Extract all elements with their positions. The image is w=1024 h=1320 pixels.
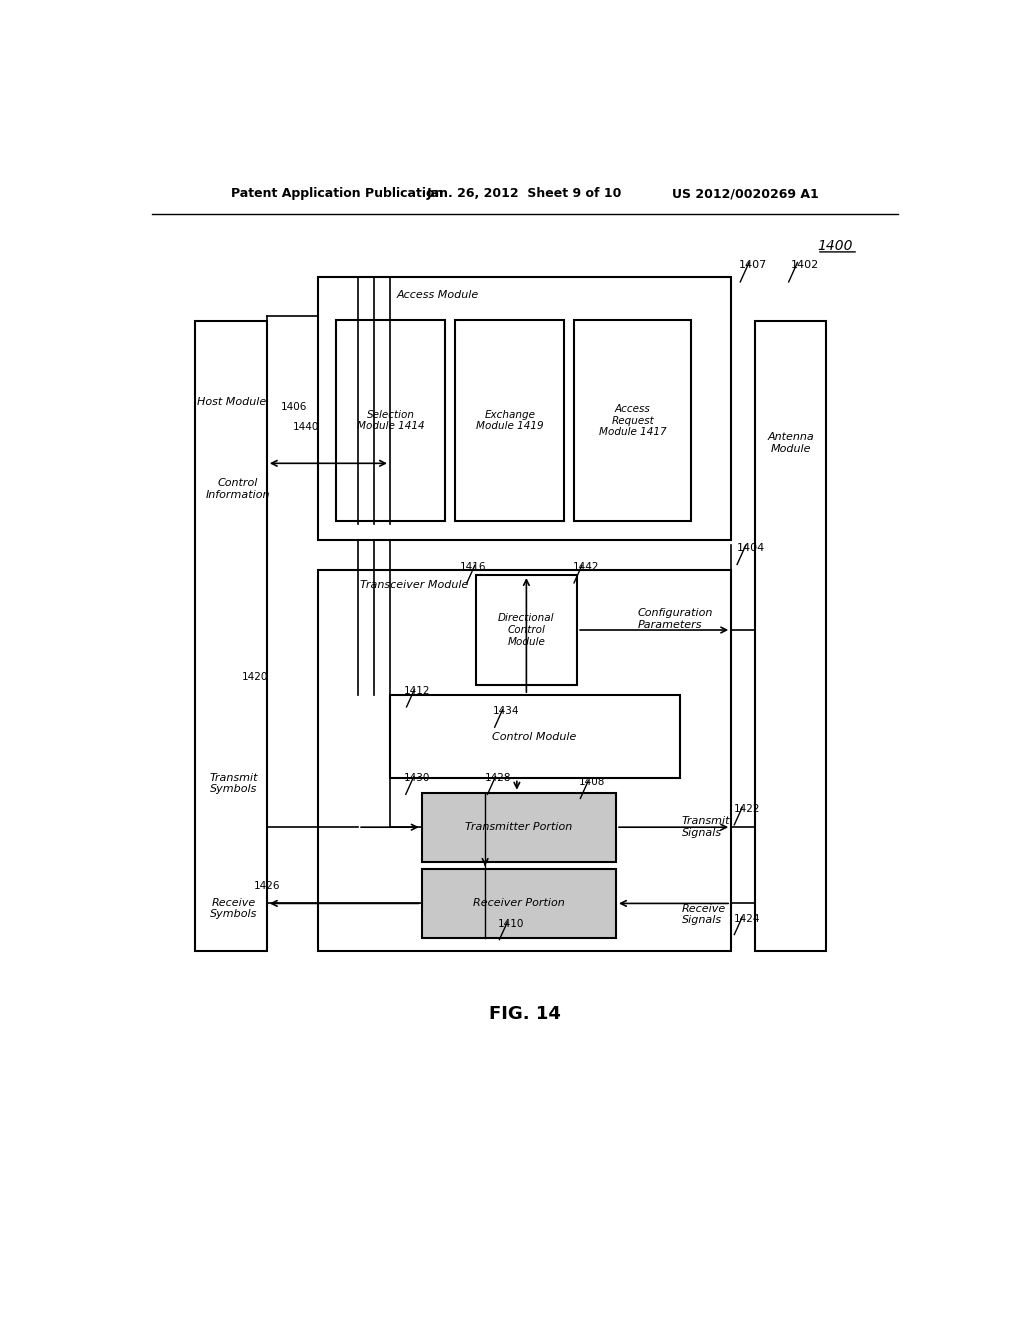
Text: 1430: 1430 — [404, 774, 430, 783]
Text: Exchange
Module 1419: Exchange Module 1419 — [476, 409, 544, 432]
Text: Jan. 26, 2012  Sheet 9 of 10: Jan. 26, 2012 Sheet 9 of 10 — [427, 187, 623, 201]
Bar — [574, 319, 691, 521]
Text: Access
Request
Module 1417: Access Request Module 1417 — [599, 404, 667, 437]
Text: 1426: 1426 — [253, 882, 280, 891]
Text: Transmit
Signals: Transmit Signals — [682, 816, 730, 838]
Text: 1410: 1410 — [498, 919, 524, 929]
Text: Transmit
Symbols: Transmit Symbols — [209, 772, 258, 795]
Text: 1424: 1424 — [733, 913, 760, 924]
Text: 1442: 1442 — [572, 562, 599, 572]
Text: 1422: 1422 — [733, 804, 760, 814]
Text: Access Module: Access Module — [396, 289, 478, 300]
Bar — [755, 321, 826, 952]
Bar — [422, 792, 616, 862]
Text: Receiver Portion: Receiver Portion — [473, 899, 564, 908]
Text: Transceiver Module: Transceiver Module — [359, 581, 468, 590]
Text: Control Module: Control Module — [493, 731, 577, 742]
Bar — [336, 319, 445, 521]
Text: 1440: 1440 — [293, 421, 319, 432]
Text: Antenna
Module: Antenna Module — [767, 432, 814, 454]
Text: 1404: 1404 — [736, 543, 765, 553]
Text: 1400: 1400 — [817, 239, 852, 253]
Text: Configuration
Parameters: Configuration Parameters — [638, 609, 713, 630]
Bar — [390, 696, 680, 779]
Bar — [475, 576, 578, 685]
Text: 1420: 1420 — [242, 672, 268, 681]
Text: Patent Application Publication: Patent Application Publication — [231, 187, 443, 201]
Bar — [422, 869, 616, 939]
Text: Directional
Control
Module: Directional Control Module — [498, 614, 555, 647]
Bar — [318, 277, 731, 540]
Text: Host Module: Host Module — [197, 397, 266, 408]
Text: FIG. 14: FIG. 14 — [488, 1006, 561, 1023]
Text: Control
Information: Control Information — [205, 478, 269, 499]
Text: 1407: 1407 — [739, 260, 767, 271]
Bar — [318, 570, 731, 952]
Bar — [455, 319, 564, 521]
Bar — [196, 321, 267, 952]
Text: 1406: 1406 — [282, 403, 307, 412]
Text: Receive
Symbols: Receive Symbols — [210, 898, 257, 919]
Text: Transmitter Portion: Transmitter Portion — [465, 822, 572, 832]
Text: Selection
Module 1414: Selection Module 1414 — [357, 409, 425, 432]
Text: 1434: 1434 — [494, 706, 519, 717]
Text: Receive
Signals: Receive Signals — [682, 904, 726, 925]
Text: 1412: 1412 — [404, 686, 431, 696]
Text: 1408: 1408 — [579, 777, 605, 788]
Text: 1428: 1428 — [485, 774, 512, 783]
Text: 1416: 1416 — [460, 562, 486, 572]
Text: 1402: 1402 — [791, 260, 819, 271]
Text: US 2012/0020269 A1: US 2012/0020269 A1 — [672, 187, 818, 201]
